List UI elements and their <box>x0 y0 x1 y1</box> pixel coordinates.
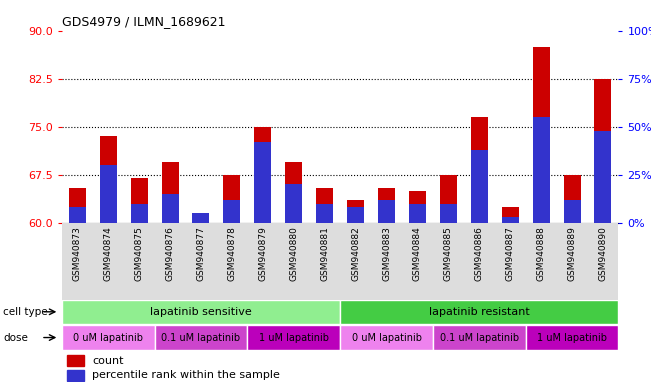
Bar <box>316 204 333 223</box>
Text: lapatinib resistant: lapatinib resistant <box>429 307 530 317</box>
Bar <box>285 162 302 223</box>
Bar <box>161 162 178 223</box>
Bar <box>378 200 395 223</box>
Bar <box>409 191 426 223</box>
Text: GSM940877: GSM940877 <box>197 227 206 281</box>
Text: GSM940890: GSM940890 <box>598 227 607 281</box>
Bar <box>62 325 154 350</box>
Bar <box>502 207 519 223</box>
Bar <box>347 200 364 223</box>
Bar <box>378 187 395 223</box>
Bar <box>131 178 148 223</box>
Bar <box>100 136 117 223</box>
Text: cell type: cell type <box>3 307 48 317</box>
Bar <box>471 117 488 223</box>
Bar <box>223 200 240 223</box>
Bar <box>69 207 86 223</box>
Text: GSM940882: GSM940882 <box>351 227 360 281</box>
Text: lapatinib sensitive: lapatinib sensitive <box>150 307 252 317</box>
Bar <box>62 300 340 324</box>
Bar <box>433 325 525 350</box>
Text: count: count <box>92 356 124 366</box>
Bar <box>100 165 117 223</box>
Bar <box>533 47 549 223</box>
Bar <box>533 117 549 223</box>
Text: GSM940889: GSM940889 <box>568 227 577 281</box>
Text: percentile rank within the sample: percentile rank within the sample <box>92 370 281 380</box>
Text: GSM940879: GSM940879 <box>258 227 268 281</box>
Text: GSM940873: GSM940873 <box>73 227 82 281</box>
Bar <box>247 325 340 350</box>
Bar <box>223 175 240 223</box>
Text: dose: dose <box>3 333 28 343</box>
Bar <box>316 187 333 223</box>
Text: 0 uM lapatinib: 0 uM lapatinib <box>352 333 422 343</box>
Bar <box>347 207 364 223</box>
Text: GSM940886: GSM940886 <box>475 227 484 281</box>
Text: GSM940878: GSM940878 <box>227 227 236 281</box>
Text: 0.1 uM lapatinib: 0.1 uM lapatinib <box>439 333 519 343</box>
Text: GSM940888: GSM940888 <box>536 227 546 281</box>
Text: GSM940884: GSM940884 <box>413 227 422 281</box>
Text: 0 uM lapatinib: 0 uM lapatinib <box>73 333 143 343</box>
Bar <box>68 370 84 381</box>
Bar <box>594 79 611 223</box>
Text: 1 uM lapatinib: 1 uM lapatinib <box>258 333 329 343</box>
Text: GSM940875: GSM940875 <box>135 227 144 281</box>
Text: GSM940887: GSM940887 <box>506 227 515 281</box>
Text: GSM940881: GSM940881 <box>320 227 329 281</box>
Bar <box>131 204 148 223</box>
Bar <box>285 184 302 223</box>
Bar <box>340 300 618 324</box>
Bar <box>255 127 271 223</box>
Text: GSM940874: GSM940874 <box>104 227 113 281</box>
Bar <box>193 213 210 223</box>
Bar <box>564 200 581 223</box>
Bar <box>340 325 433 350</box>
Bar <box>193 213 210 223</box>
Bar <box>594 131 611 223</box>
Bar <box>161 194 178 223</box>
Bar <box>255 142 271 223</box>
Text: GDS4979 / ILMN_1689621: GDS4979 / ILMN_1689621 <box>62 15 225 28</box>
Bar <box>68 355 84 366</box>
Text: 1 uM lapatinib: 1 uM lapatinib <box>537 333 607 343</box>
Bar <box>502 217 519 223</box>
Bar <box>440 175 457 223</box>
Text: 0.1 uM lapatinib: 0.1 uM lapatinib <box>161 333 241 343</box>
Bar <box>409 204 426 223</box>
Bar <box>154 325 247 350</box>
Bar <box>471 150 488 223</box>
Text: GSM940885: GSM940885 <box>444 227 453 281</box>
Bar <box>440 204 457 223</box>
Bar <box>69 187 86 223</box>
Bar <box>525 325 618 350</box>
Text: GSM940880: GSM940880 <box>289 227 298 281</box>
Text: GSM940876: GSM940876 <box>165 227 174 281</box>
Text: GSM940883: GSM940883 <box>382 227 391 281</box>
Bar <box>564 175 581 223</box>
